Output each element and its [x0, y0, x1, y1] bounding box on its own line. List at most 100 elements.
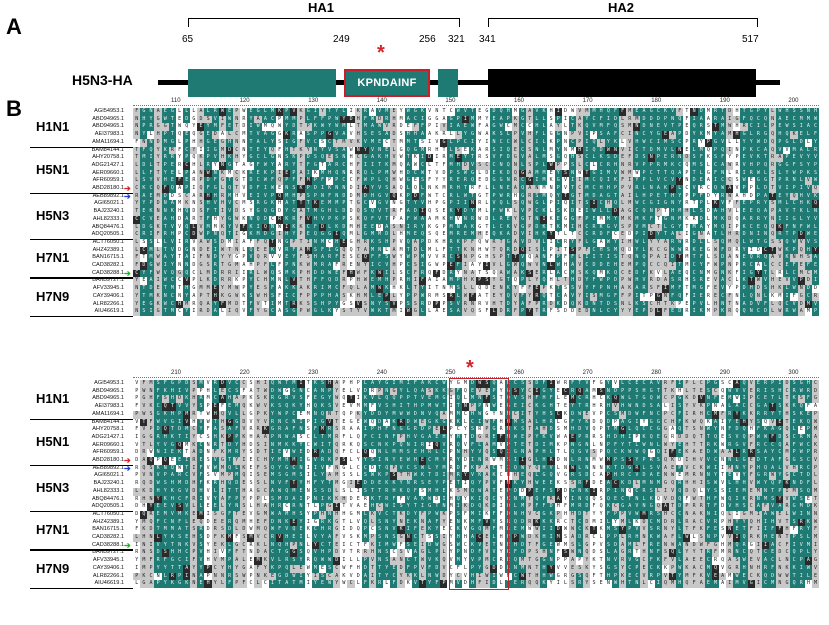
residue-cell: C — [461, 138, 470, 147]
group-label-h7n1: H7N1 — [36, 250, 69, 265]
residue-cell: A — [718, 115, 727, 124]
residue-cell: G — [547, 131, 555, 140]
residue-cell: S — [526, 146, 534, 155]
residue-cell: E — [375, 138, 384, 147]
residue-cell: Q — [268, 123, 277, 132]
residue-cell: M — [790, 146, 798, 155]
residue-cell: P — [454, 115, 462, 124]
residue-cell: M — [704, 108, 713, 116]
residue-cell: I — [726, 146, 734, 155]
residue-cell: C — [383, 138, 391, 147]
residue-cell: V — [668, 108, 677, 116]
residue-cell: H — [404, 131, 412, 140]
residue-cell: S — [454, 146, 462, 155]
residue-cell: Y — [811, 138, 819, 147]
residue-cell: G — [218, 138, 227, 147]
residue-cell: V — [211, 154, 220, 163]
residue-cell: M — [397, 138, 405, 147]
residue-cell: S — [283, 154, 291, 163]
residue-cell: H — [783, 108, 791, 116]
residue-cell: R — [440, 131, 448, 140]
group-separator — [30, 315, 133, 318]
residue-cell: G — [483, 108, 491, 116]
residue-cell: G — [740, 131, 748, 140]
ruler-number: 240 — [377, 370, 387, 376]
residue-cell: C — [811, 123, 819, 132]
residue-cell: T — [440, 146, 448, 155]
residue-cell: A — [697, 115, 705, 124]
residue-cell: I — [204, 146, 212, 155]
residue-cell: S — [790, 123, 798, 132]
residue-cell: S — [311, 154, 320, 163]
residue-cell: P — [676, 131, 684, 140]
residue-cell: L — [504, 131, 513, 140]
residue-cell: N — [340, 154, 348, 163]
residue-cell: M — [361, 123, 370, 132]
residue-cell: R — [361, 108, 370, 116]
residue-cell: M — [340, 123, 348, 132]
residue-cell: V — [433, 138, 441, 147]
residue-cell: D — [697, 108, 705, 116]
residue-cell: M — [161, 138, 170, 147]
residue-cell: P — [740, 146, 748, 155]
residue-cell: L — [390, 146, 398, 155]
residue-cell: V — [461, 108, 470, 116]
residue-cell: V — [425, 108, 434, 116]
residue-cell: V — [347, 131, 355, 140]
residue-cell: V — [490, 154, 498, 163]
residue-cell: Q — [783, 131, 791, 140]
residue-cell: V — [776, 146, 784, 155]
residue-cell: T — [290, 146, 298, 155]
residue-cell: K — [697, 131, 705, 140]
residue-cell: S — [375, 131, 384, 140]
residue-cell: Y — [268, 138, 277, 147]
residue-cell: E — [211, 138, 220, 147]
residue-cell: M — [704, 131, 713, 140]
residue-cell: E — [175, 115, 184, 124]
residue-cell: T — [247, 138, 255, 147]
ruler-number: 110 — [171, 98, 181, 104]
residue-cell: P — [511, 131, 520, 140]
residue-cell: K — [354, 138, 362, 147]
residue-cell: E — [683, 123, 691, 132]
residue-cell: Y — [247, 115, 255, 124]
residue-cell: Q — [611, 123, 620, 132]
residue-cell: T — [640, 146, 648, 155]
residue-cell: Y — [325, 123, 334, 132]
residue-cell: E — [797, 131, 805, 140]
residue-cell: D — [225, 146, 234, 155]
ha1-bracket — [188, 18, 460, 27]
residue-cell: P — [311, 131, 320, 140]
residue-cell: Q — [768, 146, 777, 155]
residue-cell: A — [368, 154, 377, 163]
residue-cell: P — [318, 131, 327, 140]
residue-cell: R — [440, 154, 448, 163]
residue-cell: K — [275, 108, 284, 116]
residue-cell: Y — [204, 123, 212, 132]
residue-cell: G — [161, 123, 170, 132]
residue-cell: M — [597, 123, 605, 132]
residue-cell: G — [425, 115, 434, 124]
residue-cell: Y — [147, 115, 155, 124]
residue-cell: Y — [554, 123, 563, 132]
residue-cell: T — [668, 123, 677, 132]
group-label-h1n1: H1N1 — [36, 119, 69, 134]
residue-cell: I — [283, 138, 291, 147]
residue-cell: A — [404, 115, 412, 124]
residue-cell: F — [697, 154, 705, 163]
residue-cell: K — [790, 131, 798, 140]
residue-cell: M — [540, 154, 548, 163]
ha2-label: HA2 — [608, 0, 634, 15]
residue-cell: F — [611, 131, 620, 140]
accession-label: BAN59727.1 — [72, 277, 124, 284]
residue-cell: K — [490, 131, 498, 140]
residue-cell: K — [411, 154, 420, 163]
residue-cell: K — [576, 123, 584, 132]
residue-cell: G — [197, 131, 205, 140]
residue-cell: A — [254, 138, 262, 147]
residue-cell: F — [604, 123, 613, 132]
residue-cell: N — [633, 131, 641, 140]
motif-star: * — [377, 43, 385, 63]
pos-ha1-start: 65 — [182, 34, 193, 45]
residue-cell: H — [526, 131, 534, 140]
